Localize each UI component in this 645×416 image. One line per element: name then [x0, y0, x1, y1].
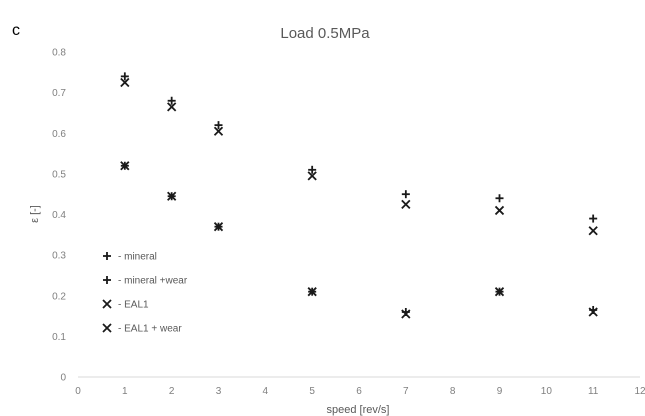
data-point — [120, 72, 129, 81]
data-point — [120, 77, 130, 88]
y-tick-label: 0.3 — [52, 251, 66, 262]
x-tick-label: 6 — [356, 386, 362, 397]
legend-marker — [103, 276, 111, 284]
legend-marker — [103, 252, 111, 260]
x-tick-label: 2 — [169, 386, 175, 397]
x-tick-label: 11 — [588, 386, 599, 397]
data-point — [167, 191, 177, 201]
y-axis-title: ε [-] — [29, 205, 41, 223]
x-tick-label: 7 — [403, 386, 409, 397]
y-tick-label: 0 — [60, 373, 66, 384]
y-tick-label: 0.7 — [52, 88, 66, 99]
legend-label: - mineral +wear — [118, 276, 188, 287]
y-tick-label: 0.4 — [52, 210, 66, 221]
data-point — [495, 194, 504, 203]
legend-label: - EAL1 — [118, 300, 149, 311]
legend-label: - mineral — [118, 252, 157, 263]
y-axis-ticks: 0 0.1 0.2 0.3 0.4 0.5 0.6 0.7 0.8 — [52, 48, 66, 384]
data-point — [494, 205, 505, 216]
data-point — [588, 307, 598, 317]
x-axis-ticks: 0 1 2 3 4 5 6 7 8 9 10 11 12 — [75, 386, 645, 397]
x-tick-label: 1 — [122, 386, 128, 397]
legend: - mineral - mineral +wear - EAL1 - EAL1 + w… — [102, 252, 188, 335]
data-point — [401, 309, 411, 319]
x-tick-label: 4 — [263, 386, 269, 397]
legend-marker — [102, 299, 112, 309]
x-tick-label: 10 — [541, 386, 553, 397]
chart-title: Load 0.5MPa — [280, 25, 370, 42]
x-tick-label: 9 — [497, 386, 503, 397]
data-point — [167, 96, 176, 105]
x-tick-label: 8 — [450, 386, 456, 397]
legend-label: - EAL1 + wear — [118, 324, 182, 335]
y-tick-label: 0.8 — [52, 48, 66, 59]
y-tick-label: 0.5 — [52, 169, 66, 180]
y-tick-label: 0.6 — [52, 129, 66, 140]
data-point — [307, 287, 317, 297]
data-point — [213, 222, 224, 232]
x-tick-label: 5 — [309, 386, 315, 397]
data-point — [214, 121, 223, 130]
data-point — [494, 287, 505, 297]
data-point — [401, 190, 410, 199]
data-point — [589, 214, 598, 223]
data-point — [213, 126, 224, 136]
x-axis-title: speed [rev/s] — [327, 404, 390, 416]
y-tick-label: 0.2 — [52, 291, 66, 302]
data-point — [307, 171, 317, 181]
x-tick-label: 3 — [216, 386, 222, 397]
x-tick-label: 12 — [634, 386, 645, 397]
data-point — [588, 226, 598, 236]
panel-label: c — [12, 22, 20, 39]
data-point — [401, 199, 411, 209]
x-tick-label: 0 — [75, 386, 81, 397]
data-points — [120, 72, 598, 319]
data-point — [167, 102, 177, 112]
legend-marker — [102, 323, 112, 333]
data-point — [120, 161, 130, 171]
y-tick-label: 0.1 — [52, 332, 66, 343]
data-point — [308, 165, 317, 174]
